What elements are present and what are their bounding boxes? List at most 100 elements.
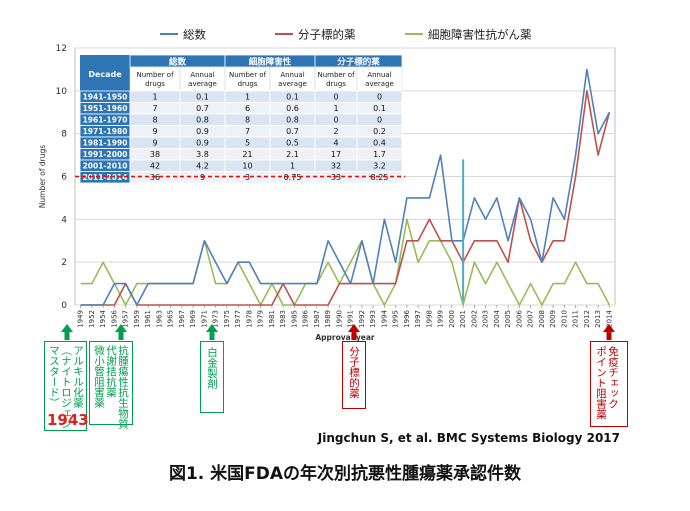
annotation-year-1943: 1943 [47,411,89,429]
table-cell: 1 [245,93,250,102]
arrow-head-0 [61,324,73,332]
table-sub-header: Number of drugs [229,71,267,88]
table-cell: 0.1 [196,93,209,102]
annotation-checkpoint-text: 免疫チェック ポイント阻害薬 [595,346,619,420]
arrow-shaft-1 [118,331,124,340]
x-tick-label: 1949 [77,310,85,328]
x-tick-label: 2003 [482,310,490,328]
table-cell: 0 [333,116,338,125]
table-group-header: 分子標的薬 [337,57,380,68]
annotation-alkyl-box: アルキル化薬 （ナイトロジェン マスタード） 1943 [44,341,89,431]
x-tick-label: 1992 [358,310,366,328]
figure-caption: 図1. 米国FDAの年次別抗悪性腫瘍薬承認件数 [168,464,522,484]
table-sub-line: drugs [145,80,165,88]
table-cell: 7 [245,127,250,136]
x-tick-label: 1981 [268,310,276,328]
x-tick-label: 1978 [245,310,253,328]
table-cell: 4.2 [196,162,209,171]
x-tick-label: 1989 [324,310,332,328]
table-sub-line: Number of [136,71,174,79]
table-cell: 0.5 [286,139,299,148]
table-cell: 33 [331,173,341,182]
x-tick-label: 1983 [279,310,287,328]
x-tick-label: 1973 [212,310,220,328]
series-line-1 [80,90,611,306]
table-sub-bg [269,66,316,92]
table-sub-line: average [188,80,217,88]
table-cell: 1.7 [373,150,386,159]
x-tick-label: 2000 [448,310,456,328]
table-cell: 32 [331,162,341,171]
y-tick-label: 6 [61,173,67,183]
x-tick-label: 1963 [155,310,163,328]
table-cell: 0.1 [286,93,299,102]
legend-label-0: 総数 [183,28,206,42]
table-cell: 5 [245,139,250,148]
x-tick-label: 2008 [538,310,546,328]
table-cell: 3 [245,173,250,182]
table-decade-label: 2011-2014 [83,173,128,182]
x-tick-label: 1985 [290,310,298,328]
table-decade-label: 1981-1990 [83,139,128,148]
table-header-bg [80,55,130,91]
x-tick-label: 1965 [167,310,175,328]
x-tick-label: 1975 [223,310,231,328]
x-tick-label: 2002 [470,310,478,328]
x-axis: 1949 1952 1954 1956 1957 1959 1961 1963 1965 1967… [77,305,613,342]
table-cell: 0.75 [284,173,302,182]
table-cell: 3.2 [373,162,386,171]
table-sub-header: Annual average [188,71,217,88]
y-tick-label: 2 [61,258,67,268]
table-cell: 42 [150,162,160,171]
x-tick-label: 1986 [302,309,310,327]
x-tick-label: 1993 [369,310,377,328]
table-sub-line: Annual [367,71,391,79]
table-cell: 1 [333,104,338,113]
x-tick-label: 2010 [560,310,568,328]
x-tick-label: 1952 [88,310,96,328]
x-tick-label: 1969 [189,310,197,328]
y-axis: 0 2 4 6 8 10 12 Number of drugs [38,44,67,311]
table-cell: 10 [242,162,252,171]
x-tick-label: 2014 [605,309,613,327]
y-tick-label: 10 [56,87,68,97]
table-cell: 0.4 [373,139,386,148]
x-tick-label: 1994 [380,309,388,327]
table-cell: 0.9 [196,139,209,148]
table-cell: 21 [242,150,252,159]
legend-label-1: 分子標的薬 [298,28,356,42]
annotation-anti-text: 抗腫瘍性抗生物質 代謝拮抗薬 微小管阻害薬 [93,345,129,429]
x-tick-label: 1959 [133,310,141,328]
series-lines [75,68,611,306]
table-cell: 0 [333,93,338,102]
x-tick-label: 2005 [504,310,512,328]
table-cell: 0.1 [373,104,386,113]
x-tick-label: 1991 [347,310,355,328]
table-cell: 0.8 [286,116,299,125]
table-decade-label: 1941-1950 [83,93,128,102]
table-sub-bg [356,66,403,92]
table-sub-header: Number of drugs [317,71,355,88]
x-tick-label: 2007 [527,310,535,328]
table-cell: 8 [245,116,250,125]
table-sub-line: Annual [280,71,304,79]
y-tick-label: 0 [61,301,67,311]
table-cell: 2 [333,127,338,136]
table-cell: 0.9 [196,127,209,136]
table-sub-line: Number of [229,71,267,79]
table-cell: 8 [152,116,157,125]
annotation-alkyl-text: アルキル化薬 （ナイトロジェン マスタード） [48,345,84,429]
annotation-checkpoint-box: 免疫チェック ポイント阻害薬 [590,341,628,427]
x-tick-label: 1995 [392,310,400,328]
table-decade-header: Decade [88,70,122,79]
table-cell: 0.6 [286,104,299,113]
x-tick-label: 2004 [493,309,501,327]
table-decade-label: 1951-1960 [83,104,128,113]
y-tick-label: 8 [61,130,67,140]
table-cell: 0.2 [373,127,386,136]
x-tick-label: 2009 [549,310,557,328]
table-sub-bg [314,66,358,92]
table-cell: 9 [200,173,205,182]
